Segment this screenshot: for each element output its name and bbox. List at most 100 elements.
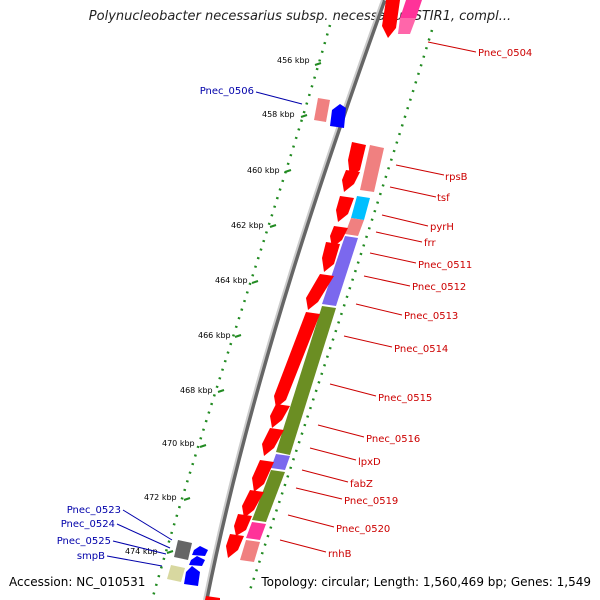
cog-block-pink (246, 522, 266, 540)
gene-label[interactable]: Pnec_0512 (412, 282, 466, 293)
leader-line (355, 303, 403, 316)
leader-line (295, 487, 343, 500)
accession-footer: Accession: NC_010531 (9, 575, 146, 589)
tick-label: 468 kbp (180, 386, 213, 395)
tick-label: 472 kbp (144, 493, 177, 502)
tick-label: 458 kbp (262, 110, 295, 119)
tick-label: 460 kbp (247, 166, 280, 175)
leader-line (309, 447, 357, 461)
leader-line (343, 335, 393, 348)
tick-mark (251, 280, 259, 284)
cog-block-salmon (240, 540, 260, 562)
tick-mark (300, 114, 308, 118)
right-gene-labels: Pnec_0504 rpsB tsf pyrH frr Pnec_0511 Pn… (328, 48, 532, 560)
tick-mark (217, 389, 225, 393)
left-gene-labels: Pnec_0506 Pnec_0523 Pnec_0524 Pnec_0525 … (57, 86, 254, 562)
tick-mark (183, 497, 191, 501)
gene-arrow (192, 546, 208, 556)
leader-line (255, 91, 303, 105)
gene-label[interactable]: Pnec_0520 (336, 524, 390, 535)
gene-arrow (330, 226, 348, 248)
gene-label[interactable]: Pnec_0524 (61, 519, 115, 530)
leader-line (375, 231, 423, 243)
tick-mark (166, 550, 174, 554)
gene-label[interactable]: rpsB (445, 172, 468, 183)
gene-arrow (382, 0, 400, 38)
gene-label[interactable]: lpxD (358, 457, 381, 468)
leader-line (369, 252, 417, 264)
leader-line (363, 275, 411, 287)
backbone-highlight (203, 0, 383, 600)
tick-label: 462 kbp (231, 221, 264, 230)
gene-arrow (274, 312, 320, 408)
gene-label[interactable]: frr (424, 238, 436, 249)
leader-line (116, 523, 171, 549)
gene-label[interactable]: Pnec_0515 (378, 393, 432, 404)
gene-label[interactable]: Pnec_0506 (200, 86, 254, 97)
cog-block-khaki (167, 565, 185, 582)
leader-line (317, 424, 365, 438)
gene-label[interactable]: Pnec_0513 (404, 311, 458, 322)
leader-line (279, 539, 327, 553)
tick-mark (284, 169, 292, 173)
genome-stats-footer: Topology: circular; Length: 1,560,469 bp… (261, 575, 591, 589)
gene-arrow (234, 514, 252, 536)
left-leaders (106, 91, 303, 567)
reverse-genes (184, 104, 346, 586)
gene-arrow (189, 556, 205, 566)
gene-arrow (270, 404, 290, 428)
tick-mark (269, 224, 277, 228)
gene-label[interactable]: Pnec_0519 (344, 496, 398, 507)
gene-arrow (262, 428, 284, 456)
leader-line (389, 186, 437, 198)
gene-label[interactable]: Pnec_0523 (67, 505, 121, 516)
right-leaders (279, 41, 477, 553)
cog-block-olive (252, 470, 285, 522)
gene-label[interactable]: tsf (437, 193, 450, 204)
gene-arrow (322, 242, 340, 272)
cog-block-purple (322, 236, 358, 306)
cog-block-pink (400, 0, 422, 18)
gene-label[interactable]: Pnec_0514 (394, 344, 448, 355)
leader-line (427, 41, 477, 53)
gene-arrow (336, 196, 354, 222)
tick-label: 464 kbp (215, 276, 248, 285)
gene-arrow (252, 460, 274, 492)
tick-label: 474 kbp (125, 547, 158, 556)
gene-label[interactable]: pyrH (430, 222, 454, 233)
gene-arrow (184, 566, 200, 586)
gene-label[interactable]: Pnec_0525 (57, 536, 111, 547)
cog-band (167, 0, 422, 582)
gene-label[interactable]: Pnec_0516 (366, 434, 420, 445)
gene-label[interactable]: rnhB (328, 549, 352, 560)
tick-mark (199, 444, 207, 448)
cog-block-pink (398, 18, 416, 34)
leader-line (112, 540, 167, 555)
gene-arrow (226, 534, 244, 558)
cog-block-olive (276, 306, 336, 455)
forward-genes (205, 0, 400, 600)
leader-line (301, 469, 349, 483)
gene-arrow (306, 274, 334, 310)
tick-label: 456 kbp (277, 56, 310, 65)
gene-arrow (242, 490, 264, 518)
leader-line (395, 164, 445, 176)
gene-label[interactable]: smpB (77, 551, 105, 562)
cog-block-gray (174, 540, 192, 560)
leader-line (329, 383, 377, 397)
gene-label[interactable]: Pnec_0511 (418, 260, 472, 271)
backbone-shadow (203, 0, 387, 600)
leader-line (122, 509, 173, 541)
tick-mark (234, 334, 242, 338)
cog-block-cyan (351, 196, 370, 220)
cog-block-salmon (360, 145, 384, 192)
inner-dotted-scale (150, 24, 332, 600)
gene-arrow (330, 104, 346, 128)
gene-label[interactable]: fabZ (350, 479, 373, 490)
tick-marks (166, 62, 322, 554)
leader-line (381, 214, 429, 227)
gene-arrow (342, 170, 360, 192)
cog-block-salmon (345, 218, 364, 236)
gene-label[interactable]: Pnec_0504 (478, 48, 532, 59)
